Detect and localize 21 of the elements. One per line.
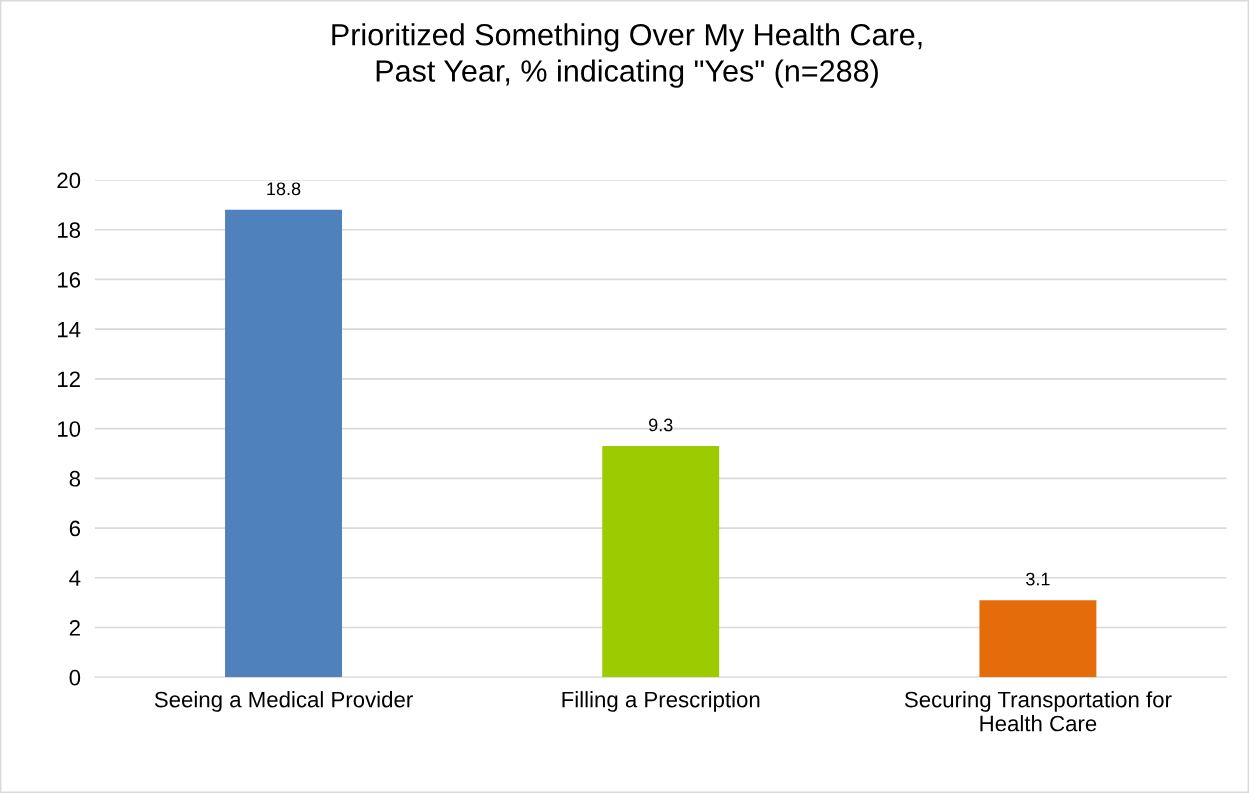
- bar: [979, 600, 1097, 678]
- x-tick-label: Securing Transportation for Health Care: [904, 691, 1172, 732]
- x-tick-label: Filling a Prescription: [562, 691, 760, 712]
- bar: [225, 209, 342, 678]
- y-tick-label: 12: [58, 371, 80, 387]
- x-tick-label: Seeing a Medical Provider: [154, 691, 413, 712]
- y-tick-label: 14: [58, 321, 81, 338]
- y-tick-label: 0: [69, 669, 81, 686]
- data-label: 9.3: [649, 418, 673, 432]
- y-tick-label: 18: [58, 222, 81, 238]
- y-tick-label: 16: [58, 271, 81, 288]
- data-label: 18.8: [267, 182, 301, 196]
- y-tick-label: 20: [57, 172, 81, 189]
- y-tick-label: 2: [69, 620, 80, 636]
- y-tick-label: 6: [69, 520, 81, 537]
- y-tick-label: 4: [69, 570, 81, 586]
- bar: [602, 446, 720, 678]
- y-tick-label: 10: [58, 421, 81, 437]
- chart-title: Prioritized Something Over My Health Care, Past Year, % indicating "Yes" (n=288): [332, 23, 922, 88]
- y-tick-label: 8: [69, 470, 81, 487]
- data-label: 3.1: [1026, 572, 1050, 586]
